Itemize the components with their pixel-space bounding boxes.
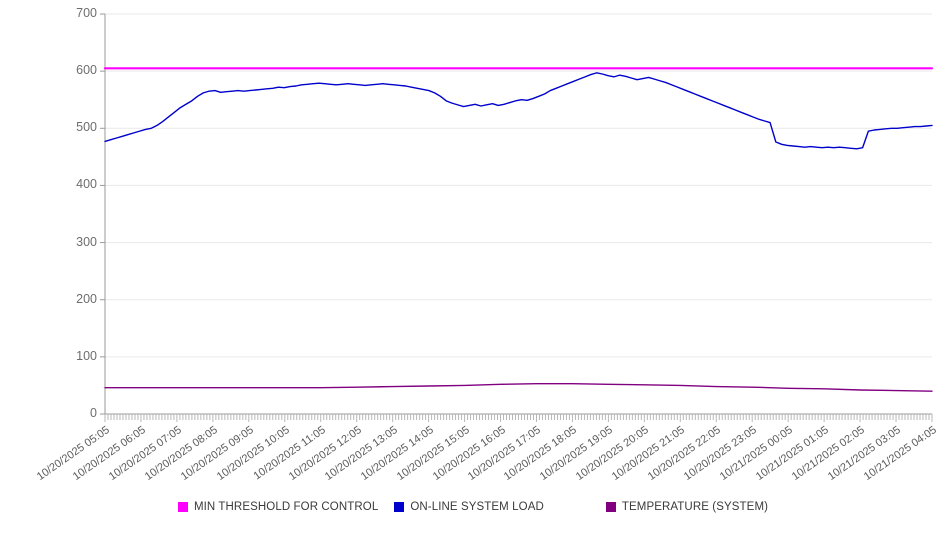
y-axis-tick-label: 400 xyxy=(76,177,97,192)
legend-label-load: ON-LINE SYSTEM LOAD xyxy=(410,501,544,513)
gridlines xyxy=(105,13,932,415)
y-axis-tick-label: 700 xyxy=(76,6,97,20)
y-axis-tick-label: 100 xyxy=(76,348,97,363)
legend-label-temperature: TEMPERATURE (SYSTEM) xyxy=(621,501,769,513)
y-axis-tick-label: 600 xyxy=(76,63,97,78)
legend-item-threshold[interactable]: MIN THRESHOLD FOR CONTROL xyxy=(177,501,379,513)
chart-legend: MIN THRESHOLD FOR CONTROL ON-LINE SYSTEM… xyxy=(0,496,946,518)
legend-item-load[interactable]: ON-LINE SYSTEM LOAD xyxy=(394,501,544,513)
legend-label-threshold: MIN THRESHOLD FOR CONTROL xyxy=(193,501,379,513)
y-axis-tick-label: 300 xyxy=(76,234,97,249)
axis-lines xyxy=(104,14,932,415)
y-tick-marks xyxy=(100,13,105,415)
plot-canvas xyxy=(100,13,934,422)
x-tick-marks xyxy=(104,414,933,422)
line-chart: 700 600 500 400 300 200 100 0 10/20/2025 05:05 1… xyxy=(0,6,946,518)
series-line-on-line-system-load xyxy=(104,72,933,150)
y-axis-tick-label: 500 xyxy=(76,120,97,135)
data-series-group xyxy=(103,67,934,392)
series-line-temperature-system xyxy=(104,383,933,392)
legend-swatch-temperature xyxy=(605,502,616,512)
legend-swatch-load xyxy=(394,502,405,512)
y-axis-tick-label: 0 xyxy=(90,406,97,420)
legend-item-temperature[interactable]: TEMPERATURE (SYSTEM) xyxy=(605,501,769,513)
legend-swatch-threshold xyxy=(177,502,188,512)
y-axis-tick-label: 200 xyxy=(76,291,97,306)
